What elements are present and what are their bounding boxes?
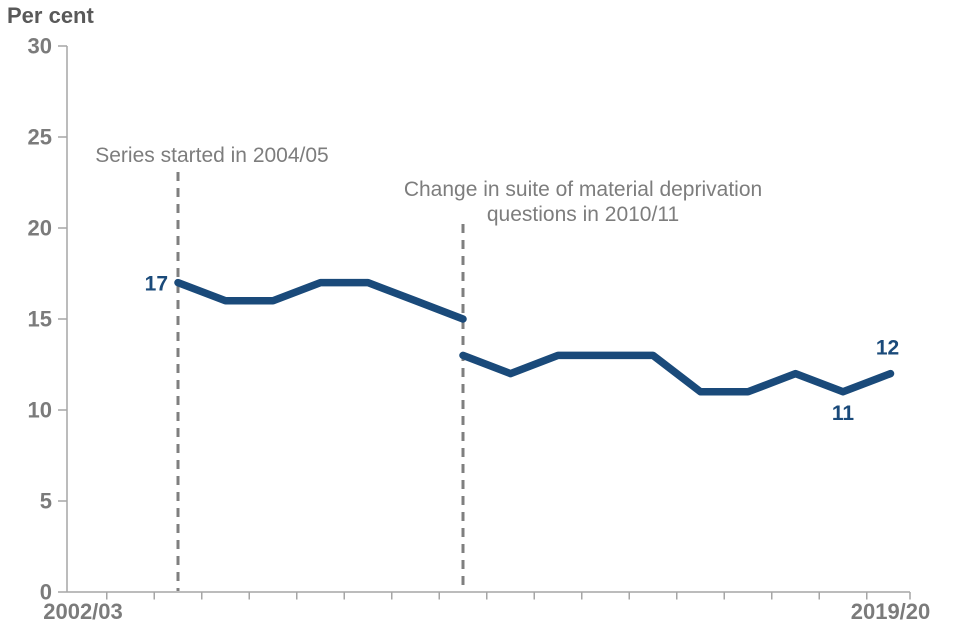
data-label: 11 bbox=[832, 402, 855, 425]
x-axis-label: 2002/03 bbox=[43, 599, 123, 624]
y-axis-tick-label: 10 bbox=[28, 398, 52, 423]
data-label: 12 bbox=[876, 337, 899, 360]
y-axis-tick-label: 25 bbox=[28, 125, 52, 150]
y-axis-tick-label: 15 bbox=[28, 307, 52, 332]
y-axis-tick-label: 5 bbox=[40, 489, 52, 514]
y-axis-title: Per cent bbox=[7, 3, 94, 28]
y-axis-tick-label: 20 bbox=[28, 216, 52, 241]
y-axis-tick-label: 0 bbox=[40, 580, 52, 605]
x-axis-label: 2019/20 bbox=[851, 599, 931, 624]
y-axis-tick-label: 30 bbox=[28, 34, 52, 59]
series-line-1 bbox=[174, 278, 467, 323]
annotation-text: Series started in 2004/05 bbox=[95, 144, 328, 167]
series-line-2 bbox=[459, 351, 895, 396]
annotation-text: Change in suite of material deprivation bbox=[404, 178, 762, 201]
annotation-text: questions in 2010/11 bbox=[487, 203, 679, 226]
data-label: 17 bbox=[145, 273, 168, 296]
